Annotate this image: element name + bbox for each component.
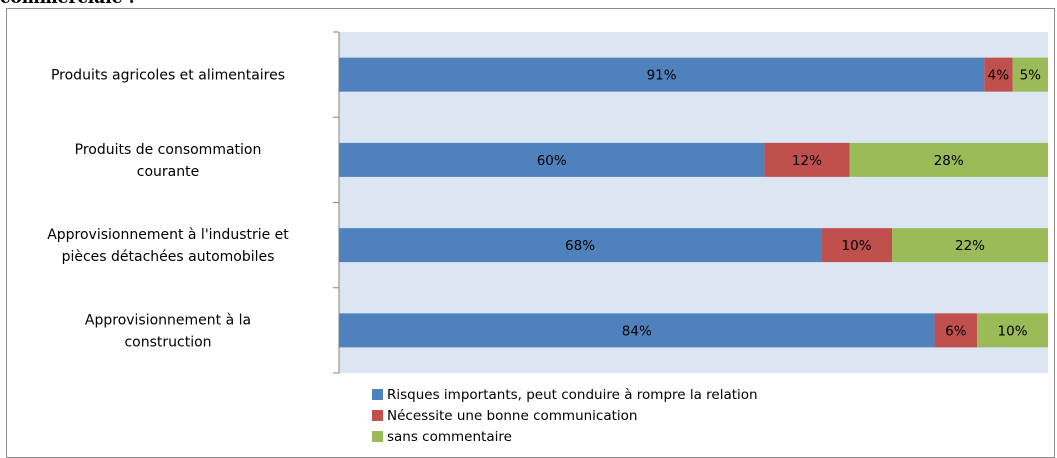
legend-label-sans-commentaire: sans commentaire xyxy=(387,428,512,445)
category-label-line: courante xyxy=(137,164,199,180)
data-label: 68% xyxy=(565,238,595,254)
bar-segment xyxy=(849,142,1048,177)
category-label-line: pièces détachées automobiles xyxy=(62,249,275,265)
category-axis xyxy=(333,31,340,374)
bar-segment xyxy=(339,57,985,92)
data-label: 4% xyxy=(988,68,1010,84)
bar-segment xyxy=(339,228,822,263)
data-label: 5% xyxy=(1020,68,1042,84)
category-label: Produits agricoles et alimentaires xyxy=(51,68,285,84)
legend-item-sans-commentaire: sans commentaire xyxy=(372,426,758,447)
category-label-line: Produits de consommation xyxy=(75,142,262,158)
data-label: 10% xyxy=(842,238,872,254)
bar-chart: 91% 4% 5% 60% 12% 28% 68% 10% 22% 84% 6% 10% Produi… xyxy=(47,31,1048,374)
legend-swatch-sans-commentaire xyxy=(372,431,383,442)
category-label: Produits de consommation courante xyxy=(75,142,262,180)
data-label: 12% xyxy=(792,153,822,169)
category-label-line: Approvisionnement à l'industrie et xyxy=(47,227,289,243)
legend-label-risques: Risques importants, peut conduire à romp… xyxy=(387,386,758,403)
category-labels: Produits agricoles et alimentaires Produi… xyxy=(47,68,289,351)
bar-segment xyxy=(1012,57,1048,92)
category-label-line: Produits agricoles et alimentaires xyxy=(51,68,285,84)
bar-segment xyxy=(764,142,850,177)
category-label: Approvisionnement à l'industrie et pièces… xyxy=(47,227,289,265)
data-label: 22% xyxy=(955,238,985,254)
bar-segment xyxy=(977,313,1048,348)
data-label: 10% xyxy=(998,323,1028,339)
bar-segment xyxy=(339,313,935,348)
legend-label-communication: Nécessite une bonne communication xyxy=(387,407,638,424)
bar-segment xyxy=(934,313,978,348)
data-label: 84% xyxy=(622,323,652,339)
bar-segment xyxy=(984,57,1013,92)
data-label: 60% xyxy=(537,153,567,169)
chart-title: commerciale : xyxy=(0,0,135,8)
data-label: 28% xyxy=(934,153,964,169)
data-label: 6% xyxy=(945,323,967,339)
legend-item-communication: Nécessite une bonne communication xyxy=(372,405,758,426)
data-label: 91% xyxy=(647,68,677,84)
legend-swatch-communication xyxy=(372,410,383,421)
category-label-line: Approvisionnement à la xyxy=(85,312,251,328)
bar-segment xyxy=(821,228,893,263)
category-label: Approvisionnement à la construction xyxy=(85,312,251,350)
bar-segment xyxy=(339,142,765,177)
legend: Risques importants, peut conduire à romp… xyxy=(372,384,758,447)
legend-swatch-risques xyxy=(372,389,383,400)
bars: 91% 4% 5% 60% 12% 28% 68% 10% 22% 84% 6% 10% xyxy=(339,57,1048,348)
bar-segment xyxy=(892,228,1048,263)
category-label-line: construction xyxy=(124,334,211,350)
legend-item-risques: Risques importants, peut conduire à romp… xyxy=(372,384,758,405)
